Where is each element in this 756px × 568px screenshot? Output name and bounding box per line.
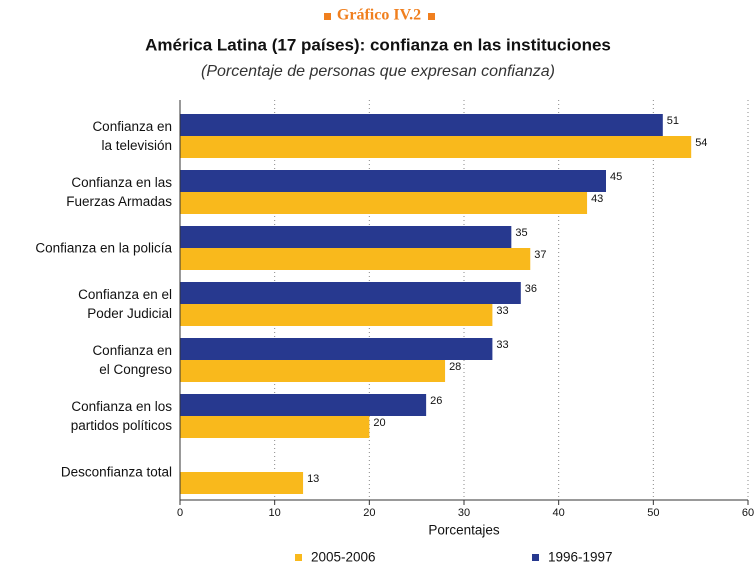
value-label: 26 (430, 395, 442, 407)
x-tick-label: 60 (742, 507, 754, 519)
value-label: 20 (373, 417, 385, 429)
legend-label: 1996-1997 (548, 550, 613, 565)
bar (180, 226, 512, 248)
x-tick-label: 50 (647, 507, 659, 519)
y-tick-label: Confianza en la televisión (92, 119, 172, 153)
legend-label: 2005-2006 (311, 550, 376, 565)
bar (180, 472, 304, 494)
value-label: 51 (667, 115, 679, 127)
bar (180, 170, 606, 192)
bar (180, 338, 493, 360)
chart-subtitle: (Porcentaje de personas que expresan con… (201, 63, 555, 80)
decor (428, 13, 435, 20)
chart-title: América Latina (17 países): confianza en… (145, 35, 611, 54)
value-label: 13 (307, 473, 319, 485)
value-label: 37 (534, 249, 546, 261)
bar (180, 282, 521, 304)
x-tick-label: 10 (269, 507, 281, 519)
value-label: 33 (496, 339, 508, 351)
y-tick-label: Confianza en la policía (35, 240, 172, 256)
bar (180, 416, 370, 438)
bar (180, 304, 493, 326)
x-tick-label: 0 (177, 507, 183, 519)
value-label: 35 (515, 227, 527, 239)
y-tick-label: Confianza en el Poder Judicial (78, 287, 172, 321)
bar (180, 360, 446, 382)
decor (324, 13, 331, 20)
bar (180, 114, 663, 136)
x-tick-label: 30 (458, 507, 470, 519)
y-tick-label: Confianza en las Fuerzas Armadas (66, 175, 172, 209)
value-label: 45 (610, 171, 622, 183)
x-tick-label: 40 (553, 507, 565, 519)
value-label: 33 (496, 305, 508, 317)
value-label: 36 (525, 283, 537, 295)
bar (180, 248, 531, 270)
value-label: 54 (695, 137, 707, 149)
kicker: Gráfico IV.2 (337, 7, 421, 24)
y-tick-label: Desconfianza total (60, 464, 172, 480)
y-tick-label: Confianza en los partidos políticos (70, 399, 172, 433)
legend-swatch (532, 554, 539, 561)
bar (180, 394, 427, 416)
x-axis-label: Porcentajes (428, 523, 500, 538)
bar (180, 192, 588, 214)
value-label: 28 (449, 361, 461, 373)
bar (180, 136, 692, 158)
y-tick-label: Confianza en el Congreso (92, 343, 172, 377)
value-label: 43 (591, 193, 603, 205)
legend-swatch (295, 554, 302, 561)
x-tick-label: 20 (363, 507, 375, 519)
